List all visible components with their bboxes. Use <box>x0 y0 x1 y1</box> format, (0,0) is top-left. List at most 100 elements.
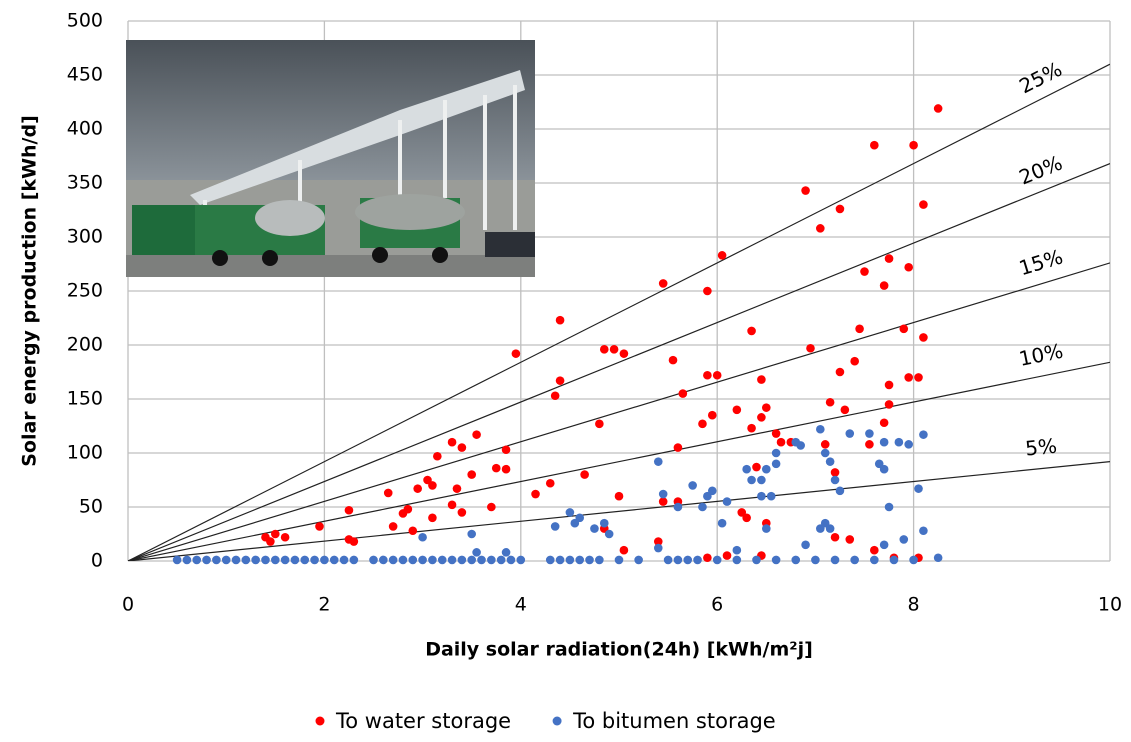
point <box>487 555 496 565</box>
point <box>884 502 894 512</box>
point <box>349 555 359 565</box>
point <box>835 204 845 214</box>
point <box>712 555 722 565</box>
point <box>501 445 511 455</box>
point <box>860 267 869 276</box>
point <box>437 555 447 565</box>
point <box>320 555 329 565</box>
point <box>614 491 624 501</box>
point <box>369 555 378 565</box>
point <box>884 380 894 390</box>
point <box>408 526 418 536</box>
point <box>379 555 388 565</box>
point <box>599 345 609 354</box>
y-axis-title: Solar energy production [kWh/d] <box>19 115 41 467</box>
point <box>678 389 688 398</box>
point <box>413 484 422 493</box>
point <box>609 345 619 354</box>
point <box>280 555 290 565</box>
point <box>580 470 589 479</box>
point <box>496 555 506 565</box>
point <box>653 457 663 466</box>
point <box>673 502 683 512</box>
point <box>904 373 913 382</box>
point <box>487 502 496 512</box>
point <box>835 367 845 377</box>
point <box>933 104 943 113</box>
point <box>658 489 668 499</box>
point <box>261 555 270 565</box>
x-tick-label: 4 <box>515 594 527 616</box>
point <box>757 375 766 384</box>
point <box>491 463 501 473</box>
point <box>919 526 928 536</box>
point <box>771 448 781 458</box>
point <box>703 370 712 380</box>
x-axis-title: Daily solar radiation(24h) [kWh/m²j] <box>425 639 813 661</box>
point <box>388 522 398 531</box>
point <box>919 200 928 209</box>
grid: 0 50 100 150 200 250 300 350 400 450 500 0 2 4 6 8 10 <box>67 10 1122 616</box>
labels: Daily solar radiation(24h) [kWh/m²j] Sol… <box>19 115 813 660</box>
point <box>555 376 565 385</box>
y-tick-label: 500 <box>67 10 103 32</box>
point <box>653 543 663 553</box>
point <box>251 555 260 565</box>
point <box>619 545 629 555</box>
point <box>894 437 904 447</box>
point <box>599 518 609 528</box>
point <box>457 555 467 565</box>
point <box>575 513 585 523</box>
point <box>820 448 830 458</box>
point <box>766 491 776 501</box>
point <box>796 441 805 450</box>
point <box>280 532 290 542</box>
point <box>835 486 845 496</box>
y-tick-label: 150 <box>67 388 103 410</box>
point <box>771 459 781 469</box>
point <box>457 508 467 517</box>
y-tick-label: 250 <box>67 280 103 302</box>
point <box>884 400 894 409</box>
point <box>418 532 427 542</box>
x-tick-label: 8 <box>908 594 920 616</box>
reference-label: 25% <box>1015 57 1066 98</box>
point <box>830 555 840 565</box>
point <box>801 540 810 550</box>
point <box>673 443 683 452</box>
point <box>722 497 732 506</box>
point <box>310 555 319 565</box>
point <box>673 555 683 565</box>
point <box>315 522 324 531</box>
point <box>732 405 742 415</box>
point <box>241 555 251 565</box>
point <box>919 430 928 439</box>
point <box>732 545 742 555</box>
point <box>433 451 442 461</box>
point <box>884 254 894 263</box>
point <box>747 423 756 433</box>
point <box>300 555 310 565</box>
point <box>693 555 702 565</box>
point <box>531 489 540 499</box>
point <box>545 555 555 565</box>
point <box>467 470 477 479</box>
point <box>811 555 820 565</box>
point <box>408 555 418 565</box>
legend-marker <box>552 716 562 726</box>
point <box>349 537 359 546</box>
point <box>590 524 599 533</box>
point <box>457 443 467 452</box>
point <box>614 555 624 565</box>
y-tick-label: 400 <box>67 118 103 140</box>
point <box>398 555 408 565</box>
point <box>914 484 923 493</box>
reference-label: 15% <box>1016 244 1066 280</box>
x-tick-label: 0 <box>122 594 134 616</box>
point <box>231 555 241 565</box>
point <box>604 529 614 539</box>
y-tick-label: 350 <box>67 172 103 194</box>
x-tick-label: 2 <box>318 594 330 616</box>
point <box>212 555 221 565</box>
